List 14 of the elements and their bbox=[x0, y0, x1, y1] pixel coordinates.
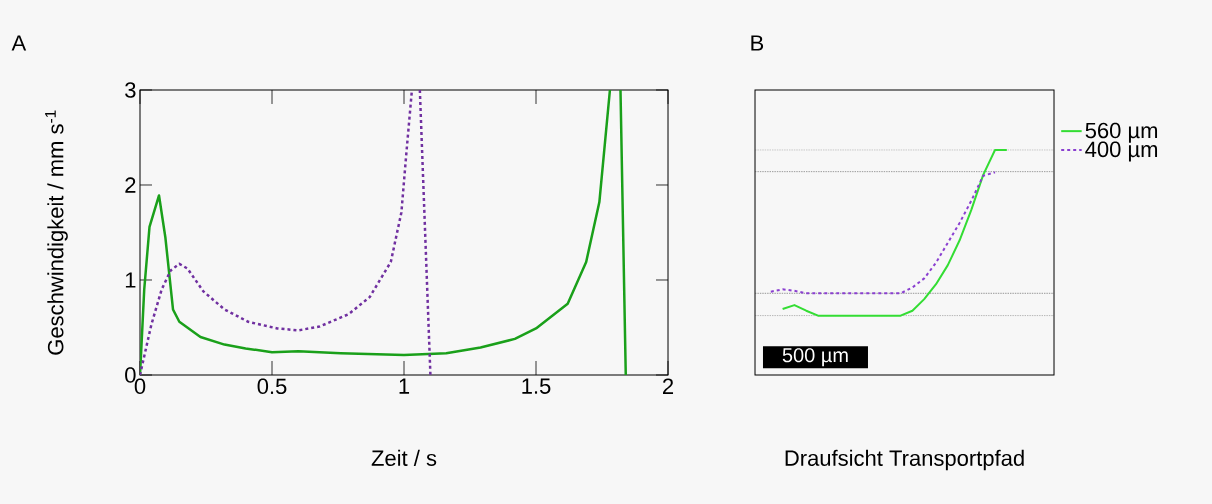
chart-title: A bbox=[11, 35, 27, 51]
y-axis-title: Geschwindigkeit / mm s$^{-1}$ bbox=[45, 110, 68, 355]
chart-title: B bbox=[751, 35, 764, 51]
x-tick-label: 0.5 bbox=[257, 378, 287, 395]
x-tick-label: 1 bbox=[399, 378, 410, 394]
x-tick-label: 1.5 bbox=[522, 378, 551, 394]
y-tick-label: 3 bbox=[125, 82, 136, 98]
x-axis-title: Draufsicht Transportpfad bbox=[785, 449, 1024, 471]
text: 500 µm bbox=[782, 348, 848, 367]
x-axis-title: Zeit / s bbox=[371, 449, 437, 466]
y-tick-label: 2 bbox=[125, 177, 136, 193]
y-tick-label: 0 bbox=[125, 367, 136, 383]
x-tick-label: 2 bbox=[663, 378, 674, 394]
y-tick-label: 1 bbox=[125, 272, 136, 288]
